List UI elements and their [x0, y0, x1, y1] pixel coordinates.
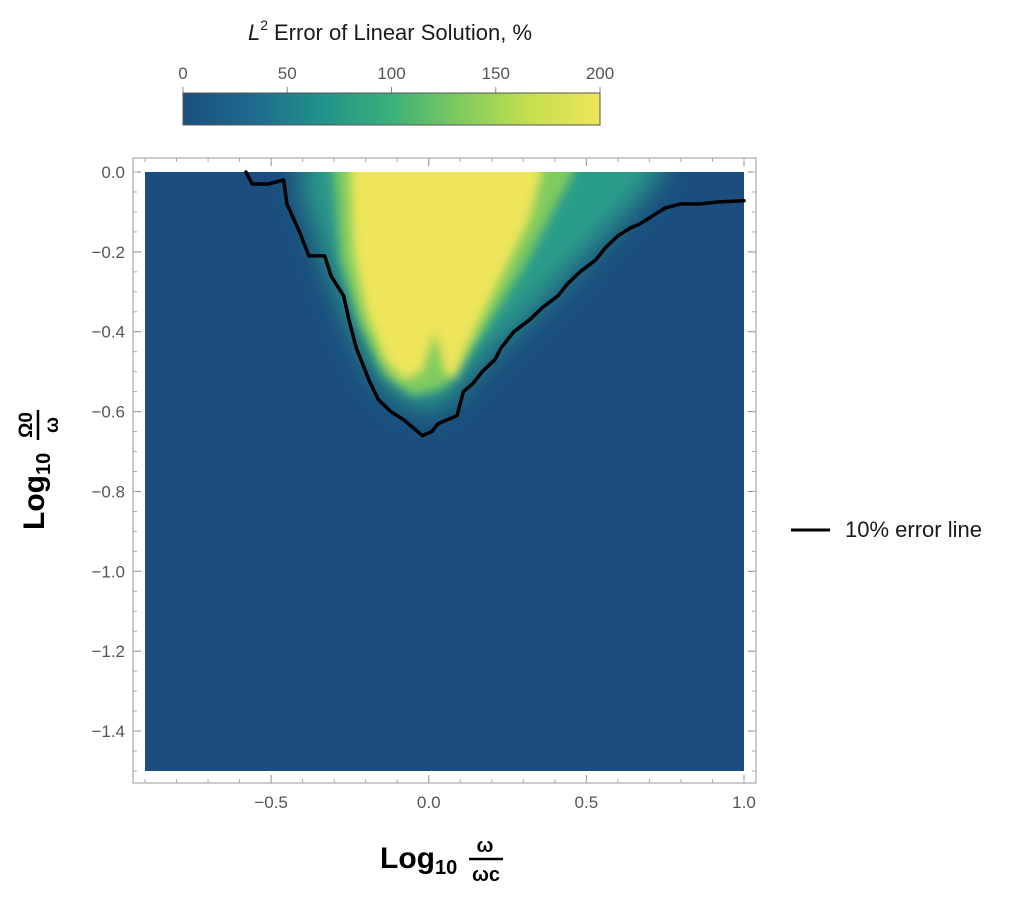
y-tick-label: −1.0	[91, 562, 125, 581]
heatmap-high-region	[349, 172, 543, 380]
y-axis-title-denominator: ω	[42, 417, 63, 433]
svg-text:Log10: Log10	[18, 453, 55, 530]
colorbar-title-text: Error of Linear Solution, %	[274, 20, 532, 45]
colorbar: L2 Error of Linear Solution, % 0 50 100 150 2…	[178, 17, 614, 126]
x-axis-title-subscript: 10	[435, 857, 457, 879]
x-axis-ticks: −0.5 0.0 0.5 1.0	[144, 158, 756, 812]
y-axis-title-subscript: 10	[33, 453, 55, 475]
y-tick-label: −0.2	[91, 243, 125, 262]
y-tick-label: −1.2	[91, 642, 125, 661]
y-tick-label: −1.4	[91, 722, 125, 741]
y-tick-label: −0.8	[91, 482, 125, 501]
legend: 10% error line	[791, 517, 982, 542]
y-tick-label: −0.4	[91, 323, 125, 342]
plot-frame	[132, 157, 757, 784]
colorbar-title-superscript: 2	[260, 17, 268, 33]
x-tick-label: 0.5	[575, 793, 599, 812]
y-tick-label: 0.0	[101, 163, 125, 182]
x-axis-title-denominator: ωc	[472, 864, 500, 886]
y-tick-label: −0.6	[91, 403, 125, 422]
y-axis-title: Log10 Ω0 ω	[16, 410, 63, 530]
colorbar-tick-label: 50	[278, 64, 297, 83]
svg-text:Log10: Log10	[380, 842, 457, 879]
y-axis-ticks: 0.0 −0.2 −0.4 −0.6 −0.8 −1.0 −1.2 −1.4	[91, 163, 756, 772]
colorbar-tick-label: 0	[178, 64, 187, 83]
colorbar-gradient	[182, 92, 601, 126]
x-axis-title-prefix: Log	[380, 842, 435, 875]
colorbar-tick-label: 100	[377, 64, 405, 83]
x-tick-label: 1.0	[732, 793, 756, 812]
contour-10-percent-line	[244, 170, 746, 438]
x-axis-title-numerator: ω	[477, 835, 494, 857]
colorbar-tick-label: 200	[586, 64, 614, 83]
x-tick-label: 0.0	[417, 793, 441, 812]
y-axis-title-prefix: Log	[18, 475, 51, 530]
colorbar-title: L2 Error of Linear Solution, %	[248, 17, 532, 45]
colorbar-tick-label: 150	[482, 64, 510, 83]
colorbar-ticks: 0 50 100 150 200	[178, 64, 614, 93]
plot-area: −0.5 0.0 0.5 1.0 0.0 −0.2 −0.4 −0.6 −0.8 −1.0 −1.…	[91, 157, 757, 812]
x-axis-title: Log10 ω ωc	[380, 835, 503, 886]
colorbar-title-symbol: L	[248, 20, 260, 45]
x-tick-label: −0.5	[254, 793, 288, 812]
y-axis-title-numerator: Ω0	[16, 412, 37, 438]
legend-label-10-percent-line: 10% error line	[845, 517, 982, 542]
